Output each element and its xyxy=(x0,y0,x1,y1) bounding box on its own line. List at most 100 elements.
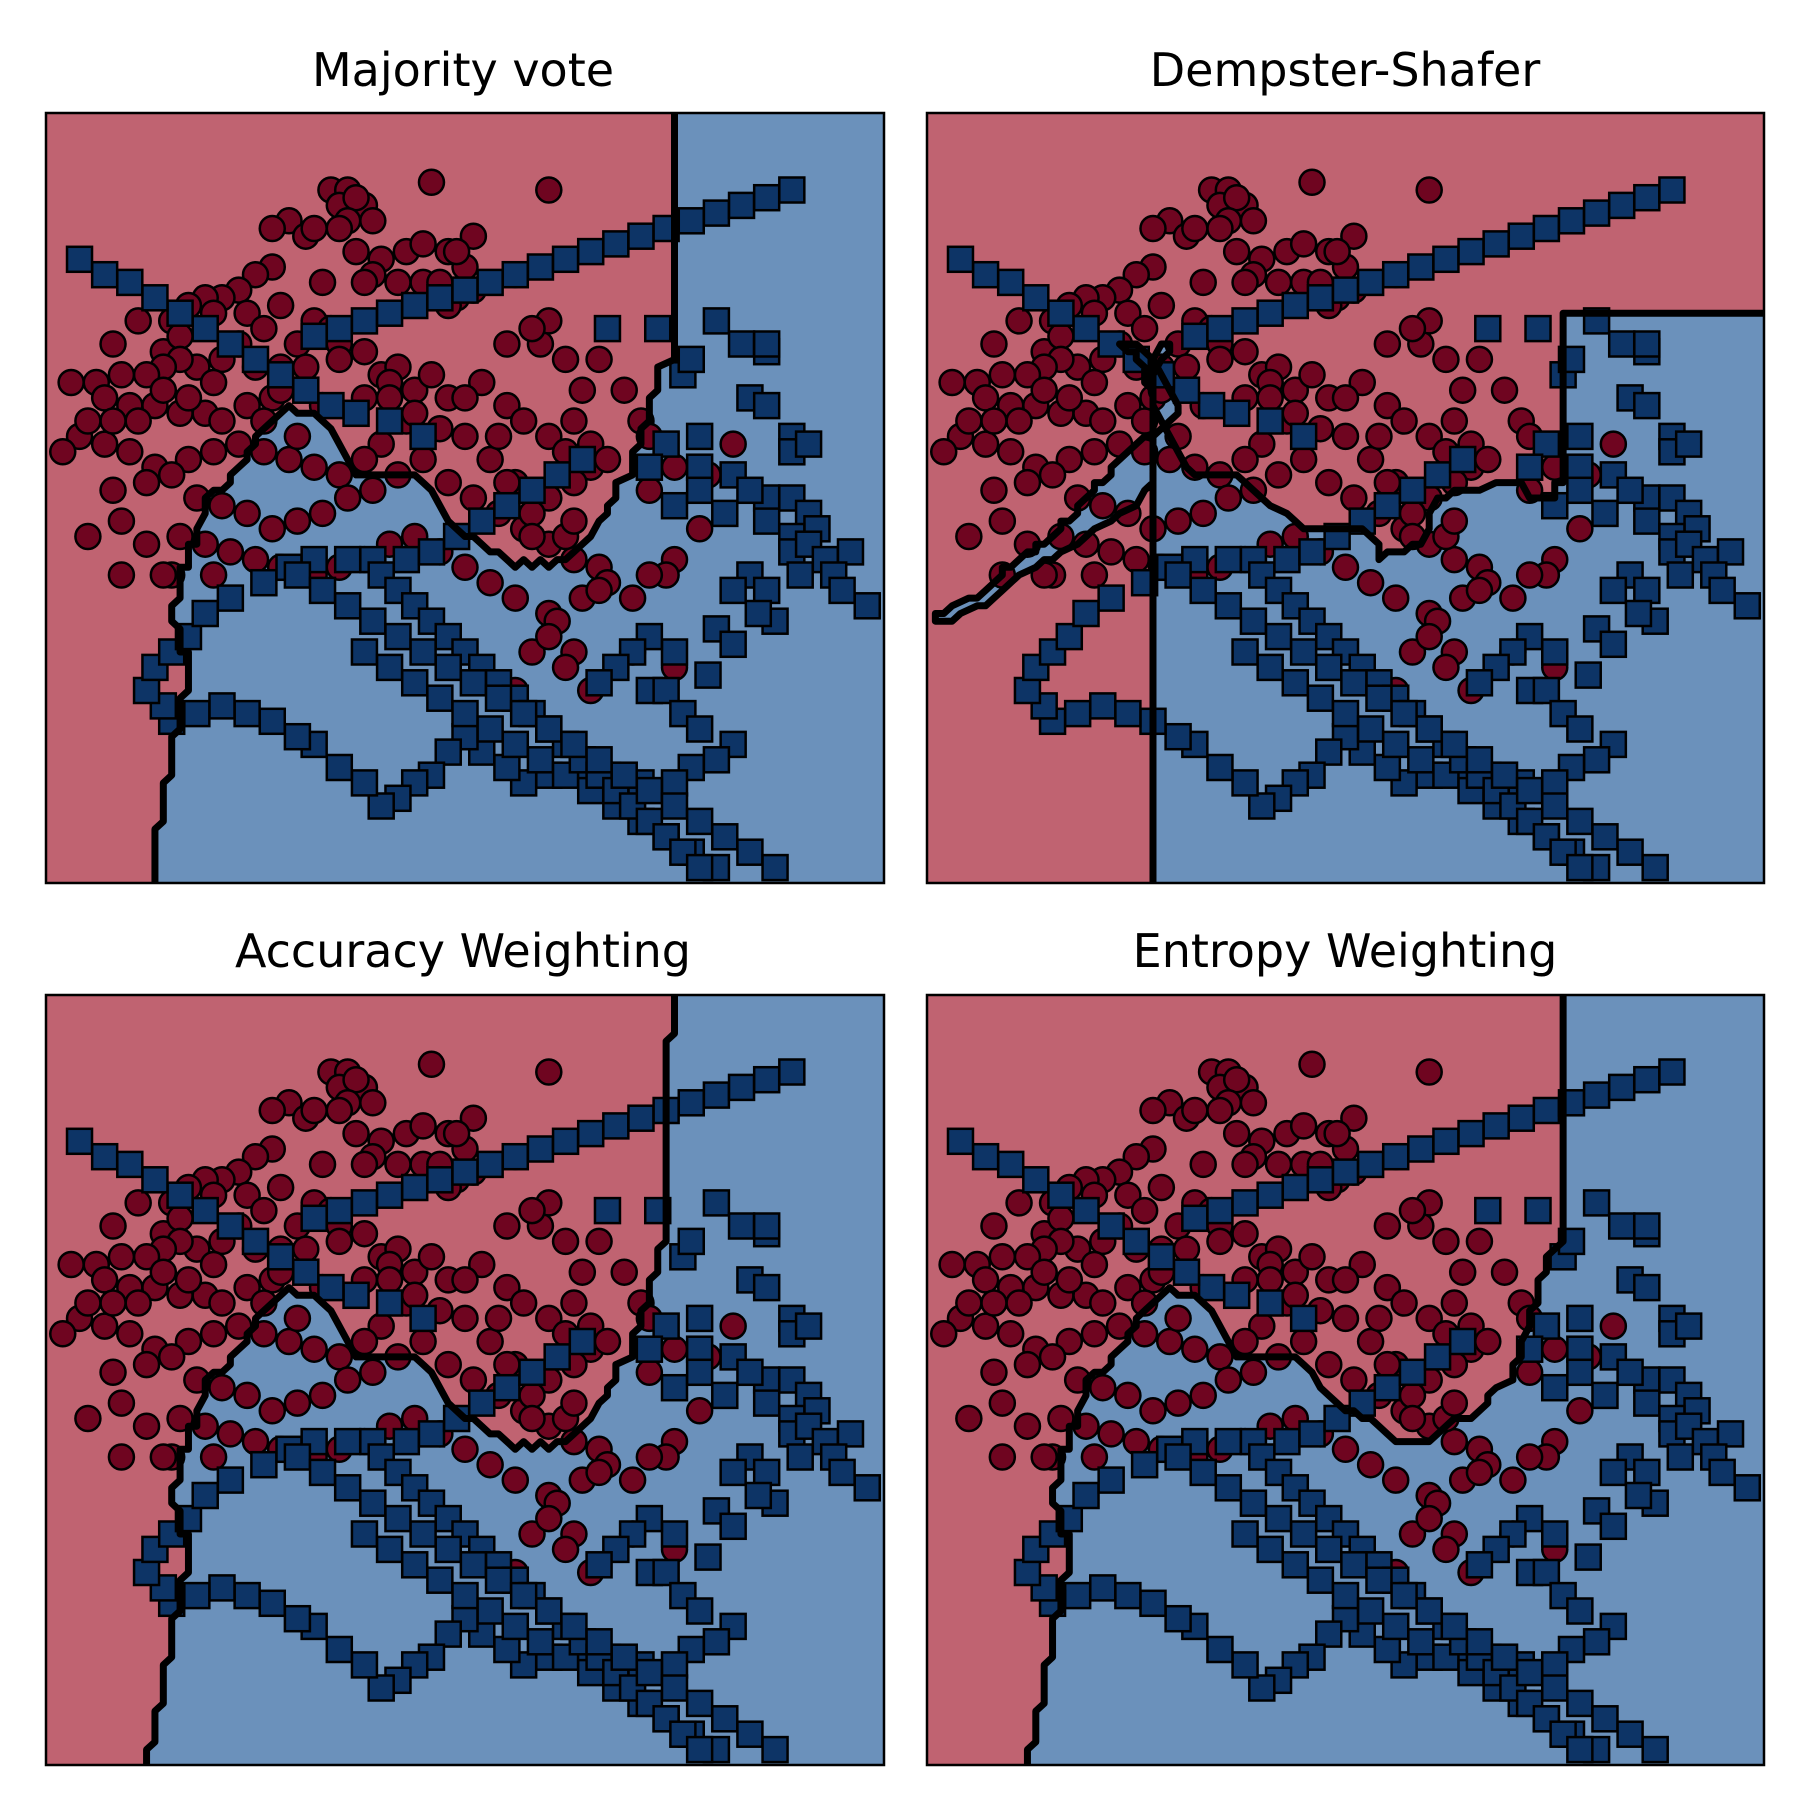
data-point-blue xyxy=(702,1628,731,1656)
data-point-blue xyxy=(1289,1304,1318,1333)
data-point-red xyxy=(250,314,278,343)
data-point-red xyxy=(518,1381,546,1410)
data-point-blue xyxy=(677,207,706,235)
data-point-red xyxy=(1172,1235,1201,1263)
data-point-blue xyxy=(560,1612,588,1641)
data-point-red xyxy=(1365,422,1393,451)
data-point-red xyxy=(241,260,270,289)
data-point-blue xyxy=(660,1674,689,1702)
data-point-red xyxy=(99,330,127,358)
data-point-red xyxy=(124,407,152,435)
data-point-red xyxy=(535,622,563,651)
data-point-red xyxy=(560,407,588,435)
data-point-red xyxy=(1566,515,1594,543)
data-point-red xyxy=(1432,1227,1460,1256)
data-point-red xyxy=(685,1397,714,1425)
data-point-blue xyxy=(1482,230,1510,258)
data-point-red xyxy=(1155,1327,1184,1356)
region-blue xyxy=(1027,995,1764,1765)
data-point-red xyxy=(308,1381,337,1410)
data-point-red xyxy=(283,507,312,535)
data-point-blue xyxy=(1448,1327,1477,1356)
data-point-red xyxy=(1206,345,1234,374)
data-point-red xyxy=(1005,1289,1033,1317)
data-point-blue xyxy=(736,1358,764,1387)
plot-frame xyxy=(44,993,886,1767)
data-point-blue xyxy=(1432,1127,1460,1156)
data-point-red xyxy=(518,1404,546,1433)
data-point-red xyxy=(476,1450,504,1479)
data-point-blue xyxy=(367,561,395,589)
data-point-red xyxy=(568,1258,597,1286)
data-point-blue xyxy=(1089,1574,1117,1602)
data-point-red xyxy=(635,1443,664,1471)
data-point-red xyxy=(1415,422,1443,451)
data-point-blue xyxy=(325,753,354,782)
data-point-red xyxy=(493,391,521,420)
data-point-blue xyxy=(752,576,781,605)
data-point-blue xyxy=(946,1127,975,1156)
data-point-red xyxy=(157,461,186,489)
data-point-red xyxy=(300,214,328,243)
data-point-blue xyxy=(736,476,764,505)
data-point-blue xyxy=(1164,1604,1192,1633)
data-point-red xyxy=(1398,1520,1427,1548)
plot-frame xyxy=(925,993,1766,1767)
data-point-red xyxy=(157,1343,186,1371)
panel-title: Accuracy Weighting xyxy=(235,924,691,978)
data-point-blue xyxy=(400,1173,429,1202)
data-point-red xyxy=(1465,1458,1494,1487)
data-point-blue xyxy=(585,1628,613,1656)
data-point-red xyxy=(980,1212,1008,1240)
data-point-blue xyxy=(1298,1420,1326,1448)
data-point-red xyxy=(1340,1366,1368,1394)
data-point-blue xyxy=(585,1551,613,1579)
data-point-blue xyxy=(702,1189,731,1217)
data-point-blue xyxy=(1097,1212,1125,1240)
data-point-blue xyxy=(1423,461,1452,489)
data-point-blue xyxy=(526,746,555,774)
data-point-blue xyxy=(1465,1551,1494,1579)
data-point-red xyxy=(325,1227,354,1256)
data-point-red xyxy=(938,368,966,397)
data-point-red xyxy=(359,1358,387,1387)
data-point-blue xyxy=(1340,669,1368,697)
data-point-red xyxy=(1348,368,1376,397)
data-point-blue xyxy=(669,699,697,728)
data-point-blue xyxy=(1448,445,1477,474)
data-point-blue xyxy=(685,1597,714,1625)
data-point-blue xyxy=(1055,622,1084,651)
data-point-blue xyxy=(1356,715,1385,743)
data-point-red xyxy=(166,322,194,351)
data-point-red xyxy=(1005,307,1033,335)
data-point-red xyxy=(1490,376,1519,404)
data-point-red xyxy=(442,1119,471,1148)
data-point-red xyxy=(292,1235,320,1263)
data-point-blue xyxy=(434,653,462,682)
data-point-red xyxy=(1189,268,1217,297)
data-point-red xyxy=(1256,1266,1284,1294)
data-point-red xyxy=(1055,445,1084,474)
data-point-red xyxy=(1448,376,1477,404)
data-point-blue xyxy=(183,1581,211,1610)
data-point-red xyxy=(1432,345,1460,374)
data-point-blue xyxy=(1331,699,1360,728)
data-point-red xyxy=(938,1250,966,1279)
data-point-blue xyxy=(468,507,496,535)
data-point-red xyxy=(1222,183,1251,212)
data-point-blue xyxy=(694,661,722,689)
data-point-blue xyxy=(1206,753,1234,782)
data-point-blue xyxy=(1197,1273,1226,1302)
data-point-blue xyxy=(1289,422,1318,451)
data-point-red xyxy=(1448,1258,1477,1286)
data-point-blue xyxy=(476,1597,504,1625)
data-point-blue xyxy=(635,453,664,481)
data-point-blue xyxy=(660,1520,689,1548)
data-point-red xyxy=(980,1358,1008,1387)
data-point-blue xyxy=(1591,1381,1619,1410)
data-point-blue xyxy=(685,715,714,743)
data-point-blue xyxy=(593,314,622,343)
data-point-red xyxy=(1356,445,1385,474)
data-point-blue xyxy=(1641,1735,1669,1764)
data-point-blue xyxy=(1658,1058,1686,1086)
